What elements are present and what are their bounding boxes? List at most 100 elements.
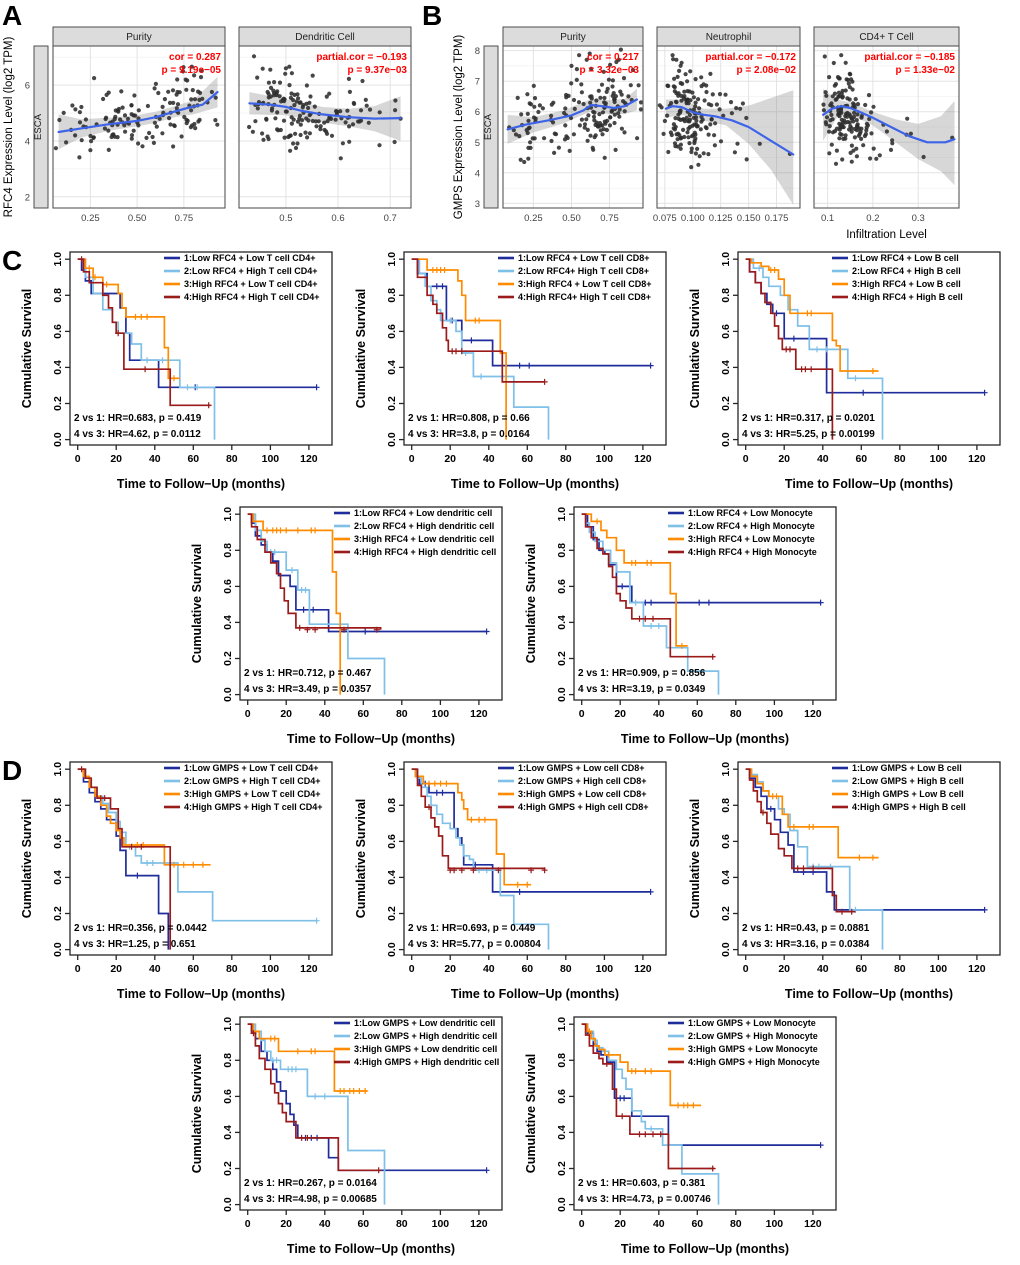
svg-text:4 vs 3: HR=4.98, p = 0.00685: 4 vs 3: HR=4.98, p = 0.00685 xyxy=(244,1194,377,1205)
km-plot-d-bcell: 0 20 40 60 80 100 120 0.0 0.2 0.4 0.6 0.8 1.0 Time to… xyxy=(684,755,1009,1007)
svg-text:Cumulative Survival: Cumulative Survival xyxy=(354,289,368,409)
svg-text:80: 80 xyxy=(396,708,408,720)
svg-text:0.150: 0.150 xyxy=(737,213,761,224)
svg-text:1.0: 1.0 xyxy=(720,762,732,777)
svg-text:0.6: 0.6 xyxy=(222,579,234,594)
svg-text:1.0: 1.0 xyxy=(52,252,64,267)
svg-text:60: 60 xyxy=(187,453,199,465)
svg-text:0.8: 0.8 xyxy=(222,543,234,558)
svg-text:0.5: 0.5 xyxy=(279,213,292,224)
svg-text:0.0: 0.0 xyxy=(386,432,398,447)
svg-text:3:High GMPS + Low B cell: 3:High GMPS + Low B cell xyxy=(852,789,964,799)
svg-text:60: 60 xyxy=(855,963,867,975)
scatter-row: A RFC4 Expression Level (log2 TPM) 2 4 6 ESC… xyxy=(0,0,1020,245)
svg-text:1:Low RFC4 + Low dendritic cel: 1:Low RFC4 + Low dendritic cell xyxy=(354,508,492,518)
svg-text:0.6: 0.6 xyxy=(556,1089,568,1104)
svg-text:0.6: 0.6 xyxy=(386,834,398,849)
svg-text:0.4: 0.4 xyxy=(52,360,64,375)
svg-text:p = 2.08e−02: p = 2.08e−02 xyxy=(737,65,797,76)
svg-text:4 vs 3: HR=3.19, p = 0.0349: 4 vs 3: HR=3.19, p = 0.0349 xyxy=(578,684,706,695)
svg-text:40: 40 xyxy=(653,708,665,720)
svg-text:0.0: 0.0 xyxy=(52,942,64,957)
svg-text:40: 40 xyxy=(653,1218,665,1230)
svg-text:6: 6 xyxy=(25,81,30,92)
svg-text:partial.cor = −0.185: partial.cor = −0.185 xyxy=(864,52,955,63)
svg-text:2:Low GMPS + High B cell: 2:Low GMPS + High B cell xyxy=(852,776,964,786)
svg-text:20: 20 xyxy=(614,1218,626,1230)
svg-text:partial.cor = −0.172: partial.cor = −0.172 xyxy=(705,52,796,63)
svg-text:4:High RFC4 + High dendritic c: 4:High RFC4 + High dendritic cell xyxy=(354,547,496,557)
svg-text:0.0: 0.0 xyxy=(720,432,732,447)
svg-text:100: 100 xyxy=(930,453,948,465)
svg-text:4 vs 3: HR=4.73, p = 0.00746: 4 vs 3: HR=4.73, p = 0.00746 xyxy=(578,1194,711,1205)
svg-text:100: 100 xyxy=(262,963,280,975)
svg-text:p = 1.33e−02: p = 1.33e−02 xyxy=(896,65,956,76)
svg-text:0.8: 0.8 xyxy=(52,798,64,813)
svg-text:4:High RFC4 + High T cell CD4+: 4:High RFC4 + High T cell CD4+ xyxy=(184,292,320,302)
svg-text:20: 20 xyxy=(444,963,456,975)
svg-text:0.4: 0.4 xyxy=(386,870,398,885)
svg-text:60: 60 xyxy=(855,453,867,465)
km-plot-d-tcd4: 0 20 40 60 80 100 120 0.0 0.2 0.4 0.6 0.8 1.0 Time to… xyxy=(16,755,341,1007)
svg-text:Time to Follow−Up (months): Time to Follow−Up (months) xyxy=(117,477,285,491)
svg-text:ESCA: ESCA xyxy=(33,113,44,140)
svg-text:1.0: 1.0 xyxy=(222,1017,234,1032)
svg-text:0: 0 xyxy=(245,1218,251,1230)
svg-text:2: 2 xyxy=(25,192,30,203)
svg-text:0.3: 0.3 xyxy=(912,213,925,224)
svg-text:0.6: 0.6 xyxy=(222,1089,234,1104)
svg-text:2 vs 1: HR=0.909, p = 0.856: 2 vs 1: HR=0.909, p = 0.856 xyxy=(578,668,706,679)
km-plot-c-mono: 0 20 40 60 80 100 120 0.0 0.2 0.4 0.6 0.8 1.0 Time to… xyxy=(520,500,845,752)
svg-text:0.4: 0.4 xyxy=(556,615,568,630)
svg-text:2 vs 1: HR=0.693, p = 0.449: 2 vs 1: HR=0.693, p = 0.449 xyxy=(408,923,536,934)
svg-text:0.8: 0.8 xyxy=(720,798,732,813)
svg-text:3:High RFC4 + Low dendritic ce: 3:High RFC4 + Low dendritic cell xyxy=(354,534,494,544)
svg-text:0.75: 0.75 xyxy=(175,213,194,224)
svg-text:3:High RFC4 + Low Monocyte: 3:High RFC4 + Low Monocyte xyxy=(688,534,815,544)
svg-text:0.125: 0.125 xyxy=(709,213,733,224)
svg-text:60: 60 xyxy=(357,708,369,720)
svg-text:4:High RFC4 + High Monocyte: 4:High RFC4 + High Monocyte xyxy=(688,547,817,557)
svg-text:0.0: 0.0 xyxy=(222,1197,234,1212)
svg-text:3:High GMPS + Low dendritic ce: 3:High GMPS + Low dendritic cell xyxy=(354,1044,497,1054)
svg-text:60: 60 xyxy=(521,963,533,975)
svg-text:60: 60 xyxy=(691,1218,703,1230)
svg-text:20: 20 xyxy=(110,963,122,975)
svg-text:80: 80 xyxy=(894,453,906,465)
svg-text:Cumulative Survival: Cumulative Survival xyxy=(524,544,538,664)
svg-text:4 vs 3: HR=1.25, p = 0.651: 4 vs 3: HR=1.25, p = 0.651 xyxy=(74,939,196,950)
svg-text:80: 80 xyxy=(560,453,572,465)
svg-text:4 vs 3: HR=3.16, p = 0.0384: 4 vs 3: HR=3.16, p = 0.0384 xyxy=(742,939,870,950)
svg-text:4:High GMPS + High T cell CD4+: 4:High GMPS + High T cell CD4+ xyxy=(184,802,323,812)
svg-text:4:High GMPS + High cell CD8+: 4:High GMPS + High cell CD8+ xyxy=(518,802,649,812)
section-d: D 0 20 40 60 80 100 120 0.0 0.2 0.4 0.6 0.8 1.0 Time … xyxy=(0,755,1020,1265)
svg-text:Time to Follow−Up (months): Time to Follow−Up (months) xyxy=(785,477,953,491)
svg-text:3:High RFC4 + Low T cell CD4+: 3:High RFC4 + Low T cell CD4+ xyxy=(184,279,318,289)
svg-text:0.8: 0.8 xyxy=(556,1053,568,1068)
svg-text:Cumulative Survival: Cumulative Survival xyxy=(190,1054,204,1174)
svg-text:80: 80 xyxy=(730,708,742,720)
svg-text:1.0: 1.0 xyxy=(222,507,234,522)
svg-text:0.25: 0.25 xyxy=(524,213,543,224)
svg-text:100: 100 xyxy=(930,963,948,975)
svg-text:120: 120 xyxy=(470,708,488,720)
svg-text:Cumulative Survival: Cumulative Survival xyxy=(688,289,702,409)
svg-text:100: 100 xyxy=(432,1218,450,1230)
svg-text:0.8: 0.8 xyxy=(386,288,398,303)
svg-text:0.2: 0.2 xyxy=(386,396,398,411)
svg-text:Neutrophil: Neutrophil xyxy=(706,32,752,43)
svg-text:0.50: 0.50 xyxy=(128,213,147,224)
svg-text:3:High GMPS + Low cell CD8+: 3:High GMPS + Low cell CD8+ xyxy=(518,789,647,799)
svg-text:0: 0 xyxy=(743,453,749,465)
svg-text:1.0: 1.0 xyxy=(556,1017,568,1032)
svg-text:60: 60 xyxy=(521,453,533,465)
svg-text:80: 80 xyxy=(226,963,238,975)
svg-text:2:Low RFC4 + High Monocyte: 2:Low RFC4 + High Monocyte xyxy=(688,521,815,531)
svg-text:2 vs 1: HR=0.267, p = 0.0164: 2 vs 1: HR=0.267, p = 0.0164 xyxy=(244,1178,377,1189)
svg-text:2 vs 1: HR=0.356, p = 0.0442: 2 vs 1: HR=0.356, p = 0.0442 xyxy=(74,923,207,934)
svg-text:3:High RFC4 + Low B cell: 3:High RFC4 + Low B cell xyxy=(852,279,961,289)
svg-text:Time to Follow−Up (months): Time to Follow−Up (months) xyxy=(287,732,455,746)
svg-text:0.4: 0.4 xyxy=(720,360,732,375)
svg-text:0.0: 0.0 xyxy=(556,687,568,702)
svg-text:40: 40 xyxy=(149,963,161,975)
